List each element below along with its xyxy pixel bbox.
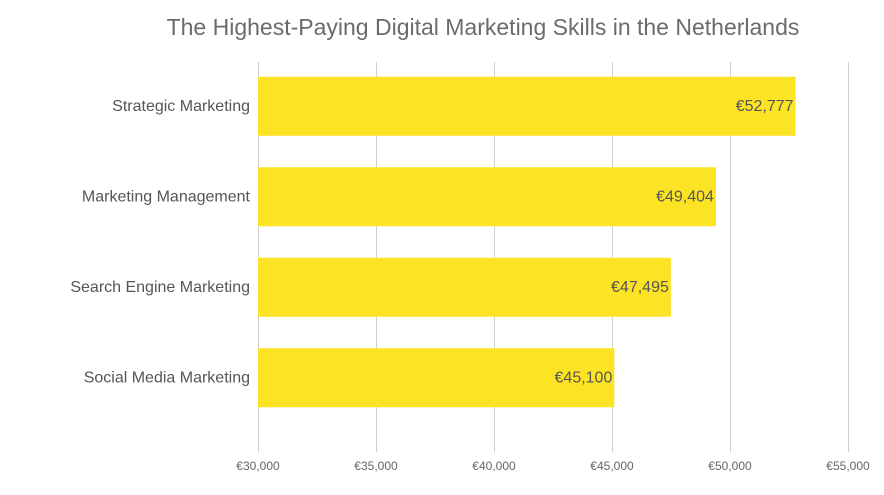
value-label: €49,404	[656, 188, 714, 205]
x-tick-label: €30,000	[236, 459, 280, 473]
x-tick-label: €40,000	[472, 459, 516, 473]
x-tick-label: €45,000	[590, 459, 634, 473]
category-label: Social Media Marketing	[84, 369, 250, 386]
bar	[258, 167, 716, 227]
value-label: €52,777	[736, 98, 794, 115]
value-labels: €52,777 €49,404 €47,495 €45,100	[555, 98, 794, 387]
bar	[258, 76, 796, 136]
bar	[258, 348, 615, 408]
bars	[258, 76, 796, 408]
category-labels: Strategic Marketing Marketing Management S…	[70, 98, 250, 387]
x-tick-label: €50,000	[708, 459, 752, 473]
chart-title: The Highest-Paying Digital Marketing Ski…	[166, 14, 800, 40]
x-tick-label: €55,000	[826, 459, 870, 473]
value-label: €47,495	[611, 279, 669, 296]
x-tick-label: €35,000	[354, 459, 398, 473]
category-label: Search Engine Marketing	[70, 279, 250, 296]
category-label: Marketing Management	[82, 188, 251, 205]
value-label: €45,100	[555, 369, 613, 386]
x-tick-labels: €30,000 €35,000 €40,000 €45,000 €50,000 €55,0…	[236, 459, 870, 473]
category-label: Strategic Marketing	[112, 98, 250, 115]
bar	[258, 257, 671, 317]
